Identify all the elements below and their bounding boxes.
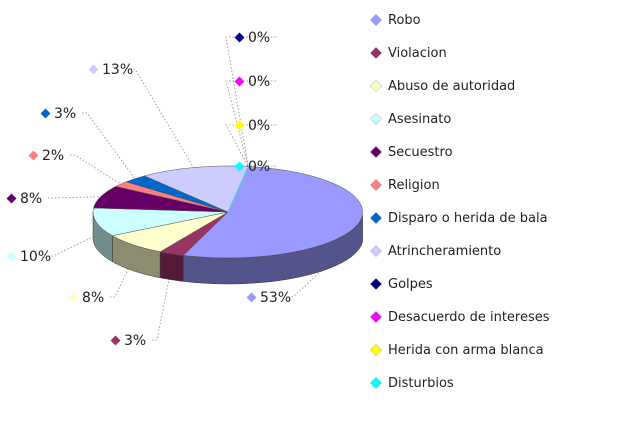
legend-marker-golpes (370, 278, 382, 290)
label-connector-violacion (152, 266, 172, 341)
label-connector-abuso-de-autoridad (110, 257, 134, 298)
legend-marker-robo (370, 14, 382, 26)
data-label-desacuerdo-de-intereses: 0% (248, 74, 270, 90)
legend-item-golpes: Golpes (388, 277, 433, 292)
pie-side-violacion (159, 251, 184, 282)
legend-marker-disturbios (370, 377, 382, 389)
legend-item-violacion: Violacion (388, 46, 447, 61)
legend-item-disturbios: Disturbios (388, 376, 454, 391)
data-label-marker-disturbios (234, 161, 245, 172)
pie-slice-disturbios (227, 166, 249, 213)
label-connector-disparo-o-herida-de-bala (82, 112, 136, 179)
pie-slice-robo (182, 166, 363, 259)
label-connector-herida-con-arma-blanca (225, 124, 276, 167)
label-connector-golpes (225, 36, 276, 167)
data-label-marker-herida-con-arma-blanca (234, 120, 245, 131)
legend-marker-religion (370, 179, 382, 191)
data-label-marker-secuestro (6, 193, 17, 204)
data-label-religion: 2% (42, 148, 64, 164)
legend-marker-herida-con-arma-blanca (370, 344, 382, 356)
pie-slice-asesinato (92, 207, 229, 236)
data-label-abuso-de-autoridad: 8% (82, 290, 104, 306)
data-label-robo: 53% (260, 290, 291, 306)
legend-marker-atrincheramiento (370, 245, 382, 257)
legend-marker-secuestro (370, 146, 382, 158)
data-labels: 53% 3% 8% 10% 8% 2% 3% 13% 0% 0% 0% 0% (6, 30, 291, 349)
legend-marker-asesinato (370, 113, 382, 125)
pie-slices (92, 165, 363, 259)
legend-marker-abuso-de-autoridad (370, 80, 382, 92)
data-label-asesinato: 10% (20, 249, 51, 265)
data-label-marker-asesinato (6, 251, 17, 262)
legend-item-atrincheramiento: Atrincheramiento (388, 244, 501, 259)
legend: Robo Violacion Abuso de autoridad Asesinato… (370, 13, 550, 391)
data-label-golpes: 0% (248, 30, 270, 46)
label-connector-secuestro (48, 196, 101, 199)
label-connector-religion (70, 154, 121, 185)
legend-marker-desacuerdo-de-intereses (370, 311, 382, 323)
data-label-marker-robo (246, 292, 257, 303)
data-label-violacion: 3% (124, 333, 146, 349)
legend-item-disparo-o-herida-de-bala: Disparo o herida de bala (388, 211, 548, 226)
data-label-atrincheramiento: 13% (102, 62, 133, 78)
data-label-marker-disparo-o-herida-de-bala (40, 108, 51, 119)
data-label-marker-abuso-de-autoridad (68, 292, 79, 303)
legend-item-herida-con-arma-blanca: Herida con arma blanca (388, 343, 544, 358)
legend-item-desacuerdo-de-intereses: Desacuerdo de intereses (388, 310, 550, 325)
legend-item-robo: Robo (388, 13, 421, 28)
legend-item-asesinato: Asesinato (388, 112, 451, 127)
label-connector-atrincheramiento (130, 68, 194, 168)
data-label-disparo-o-herida-de-bala: 3% (54, 106, 76, 122)
legend-item-abuso-de-autoridad: Abuso de autoridad (388, 79, 515, 94)
data-label-marker-desacuerdo-de-intereses (234, 76, 245, 87)
data-label-disturbios: 0% (248, 159, 270, 175)
data-label-marker-atrincheramiento (88, 64, 99, 75)
label-connector-robo (288, 235, 360, 298)
legend-item-religion: Religion (388, 178, 440, 193)
data-label-marker-golpes (234, 32, 245, 43)
legend-item-secuestro: Secuestro (388, 145, 453, 160)
data-label-marker-violacion (110, 335, 121, 346)
label-connector-asesinato (48, 235, 97, 257)
data-label-marker-religion (28, 150, 39, 161)
data-label-secuestro: 8% (20, 191, 42, 207)
legend-marker-disparo-o-herida-de-bala (370, 212, 382, 224)
legend-marker-violacion (370, 47, 382, 59)
label-connector-desacuerdo-de-intereses (225, 80, 276, 167)
data-label-herida-con-arma-blanca: 0% (248, 118, 270, 134)
